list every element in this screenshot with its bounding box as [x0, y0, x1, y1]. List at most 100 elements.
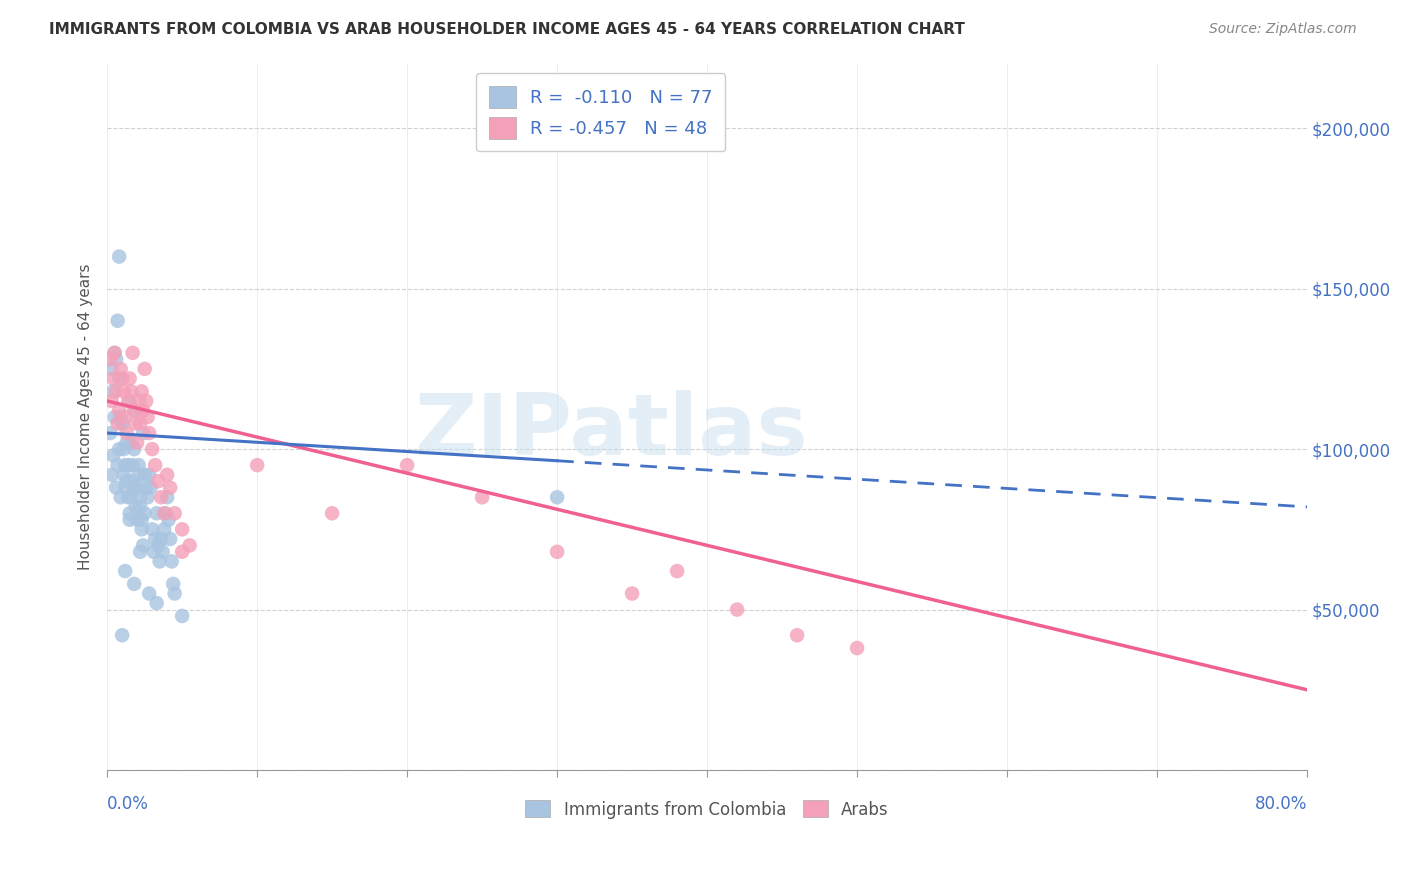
Point	[321, 506, 343, 520]
Point	[98, 352, 121, 367]
Point	[112, 467, 135, 482]
Point	[172, 609, 194, 624]
Point	[111, 371, 134, 385]
Point	[163, 506, 186, 520]
Point	[150, 490, 173, 504]
Point	[108, 371, 131, 385]
Point	[152, 545, 174, 559]
Point	[107, 314, 129, 328]
Point	[115, 474, 138, 488]
Point	[128, 394, 150, 409]
Point	[100, 362, 122, 376]
Point	[135, 394, 157, 409]
Point	[108, 250, 131, 264]
Point	[246, 458, 269, 472]
Point	[163, 586, 186, 600]
Point	[112, 442, 135, 456]
Point	[155, 506, 177, 520]
Point	[128, 467, 150, 482]
Point	[145, 506, 167, 520]
Point	[128, 458, 150, 472]
Point	[129, 490, 152, 504]
Point	[162, 577, 184, 591]
Point	[159, 481, 181, 495]
Point	[100, 467, 122, 482]
Point	[621, 586, 644, 600]
Point	[110, 410, 132, 425]
Point	[131, 513, 153, 527]
Point	[127, 481, 149, 495]
Text: 80.0%: 80.0%	[1254, 795, 1308, 813]
Point	[157, 513, 180, 527]
Point	[471, 490, 494, 504]
Point	[114, 410, 136, 425]
Text: 0.0%: 0.0%	[107, 795, 149, 813]
Point	[124, 403, 146, 417]
Point	[141, 522, 163, 536]
Point	[160, 554, 183, 568]
Point	[546, 545, 568, 559]
Point	[122, 481, 145, 495]
Point	[104, 410, 127, 425]
Point	[179, 538, 201, 552]
Point	[136, 410, 159, 425]
Point	[142, 545, 165, 559]
Point	[846, 641, 869, 656]
Point	[104, 346, 127, 360]
Point	[134, 362, 156, 376]
Point	[146, 474, 169, 488]
Point	[111, 417, 134, 431]
Point	[110, 362, 132, 376]
Point	[138, 586, 160, 600]
Point	[172, 522, 194, 536]
Point	[120, 490, 142, 504]
Point	[122, 442, 145, 456]
Point	[122, 577, 145, 591]
Point	[114, 458, 136, 472]
Point	[141, 442, 163, 456]
Point	[120, 384, 142, 399]
Point	[136, 490, 159, 504]
Y-axis label: Householder Income Ages 45 - 64 years: Householder Income Ages 45 - 64 years	[79, 264, 93, 570]
Point	[786, 628, 808, 642]
Point	[725, 602, 748, 616]
Point	[98, 426, 121, 441]
Point	[546, 490, 568, 504]
Point	[124, 500, 146, 514]
Point	[114, 481, 136, 495]
Point	[114, 564, 136, 578]
Point	[139, 481, 162, 495]
Point	[143, 458, 166, 472]
Point	[129, 545, 152, 559]
Point	[111, 417, 134, 431]
Point	[124, 417, 146, 431]
Point	[117, 490, 139, 504]
Text: Source: ZipAtlas.com: Source: ZipAtlas.com	[1209, 22, 1357, 37]
Point	[101, 371, 124, 385]
Point	[117, 394, 139, 409]
Point	[159, 532, 181, 546]
Point	[108, 403, 131, 417]
Point	[132, 403, 155, 417]
Point	[121, 458, 143, 472]
Point	[118, 394, 141, 409]
Point	[100, 394, 122, 409]
Point	[107, 458, 129, 472]
Point	[118, 506, 141, 520]
Point	[138, 467, 160, 482]
Text: ZIPatlas: ZIPatlas	[415, 390, 808, 473]
Point	[108, 442, 131, 456]
Point	[105, 352, 128, 367]
Point	[118, 513, 141, 527]
Point	[117, 458, 139, 472]
Point	[122, 403, 145, 417]
Point	[150, 532, 173, 546]
Point	[172, 545, 194, 559]
Point	[101, 449, 124, 463]
Point	[101, 384, 124, 399]
Legend: Immigrants from Colombia, Arabs: Immigrants from Colombia, Arabs	[519, 794, 896, 825]
Point	[104, 346, 127, 360]
Point	[131, 384, 153, 399]
Point	[131, 522, 153, 536]
Point	[156, 467, 179, 482]
